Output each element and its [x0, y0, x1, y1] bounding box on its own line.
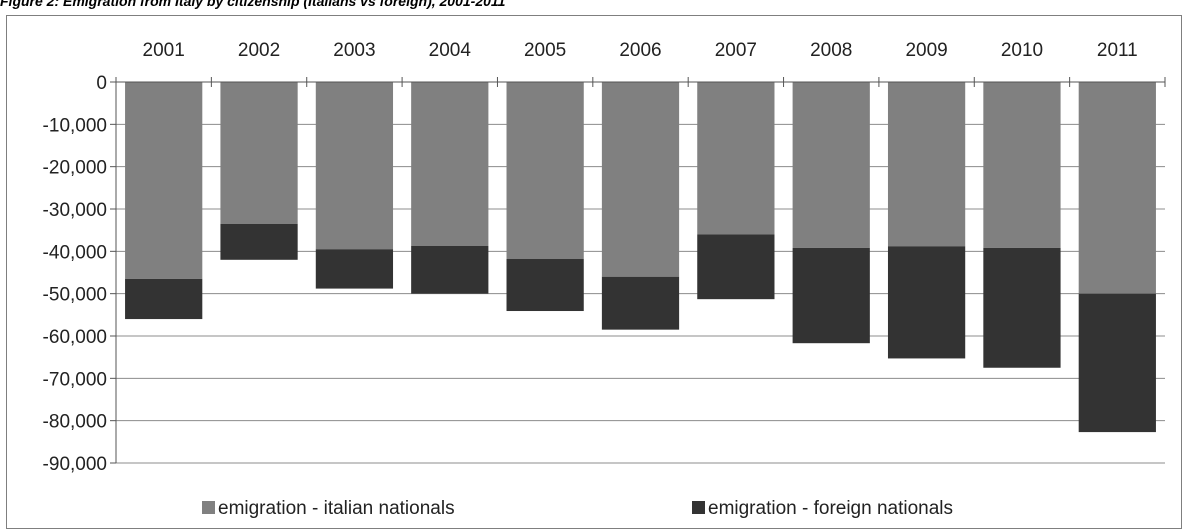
bar-foreign-2008: [792, 247, 870, 344]
x-tick-label: 2009: [905, 40, 947, 61]
x-tick-label: 2008: [810, 40, 852, 61]
y-tick-label: -70,000: [43, 369, 107, 390]
legend: emigration - italian nationals emigration…: [202, 498, 953, 519]
y-tick-label: 0: [96, 73, 107, 94]
x-tick-label: 2004: [429, 40, 472, 61]
bar-italian-2004: [411, 82, 489, 246]
bar-foreign-2002: [220, 223, 298, 260]
bar-foreign-2001: [125, 278, 203, 320]
bar-italian-2009: [887, 82, 966, 247]
y-tick-label: -20,000: [43, 158, 107, 179]
y-axis: 0 -10,000 -20,000 -30,000 -40,000 -50,000 -60,…: [43, 73, 117, 475]
x-tick-label: 2002: [238, 40, 280, 61]
bar-italian-2007: [697, 82, 775, 235]
x-tick-label: 2006: [619, 40, 661, 61]
bar-italian-2010: [983, 82, 1061, 248]
bar-foreign-2005: [506, 258, 584, 312]
x-axis: 2001 2002 2003 2004 2005 2006 2007 2008 2009 2010…: [115, 40, 1166, 87]
bar-italian-2006: [601, 82, 680, 277]
bar-italian-2008: [792, 82, 870, 248]
legend-label: emigration - italian nationals: [218, 498, 455, 519]
bar-foreign-2011: [1078, 293, 1156, 433]
bar-italian-2011: [1078, 82, 1156, 294]
y-tick-label: -60,000: [43, 327, 107, 348]
y-tick-label: -40,000: [43, 242, 107, 263]
bars: [125, 82, 1156, 433]
bar-foreign-2009: [887, 246, 966, 359]
x-tick-label: 2007: [715, 40, 757, 61]
bar-foreign-2010: [983, 247, 1061, 368]
legend-swatch: [692, 501, 705, 514]
bar-italian-2002: [220, 82, 298, 224]
bar-italian-2005: [506, 82, 584, 259]
figure-caption: Figure 2: Emigration from Italy by citiz…: [0, 0, 506, 9]
bar-italian-2001: [125, 82, 203, 279]
legend-swatch: [202, 501, 215, 514]
y-tick-label: -10,000: [43, 115, 107, 136]
bar-foreign-2006: [601, 276, 680, 330]
y-tick-label: -90,000: [43, 454, 107, 475]
legend-label: emigration - foreign nationals: [708, 498, 953, 519]
bar-foreign-2003: [315, 249, 394, 289]
y-tick-label: -50,000: [43, 285, 107, 306]
x-tick-label: 2001: [143, 40, 185, 61]
bar-foreign-2007: [697, 234, 775, 300]
bar-foreign-2004: [411, 245, 489, 294]
bar-italian-2003: [315, 82, 394, 250]
y-tick-label: -80,000: [43, 412, 107, 433]
x-tick-label: 2010: [1001, 40, 1043, 61]
x-tick-label: 2003: [333, 40, 375, 61]
x-tick-label: 2005: [524, 40, 566, 61]
x-tick-label: 2011: [1097, 40, 1138, 61]
y-tick-label: -30,000: [43, 200, 107, 221]
